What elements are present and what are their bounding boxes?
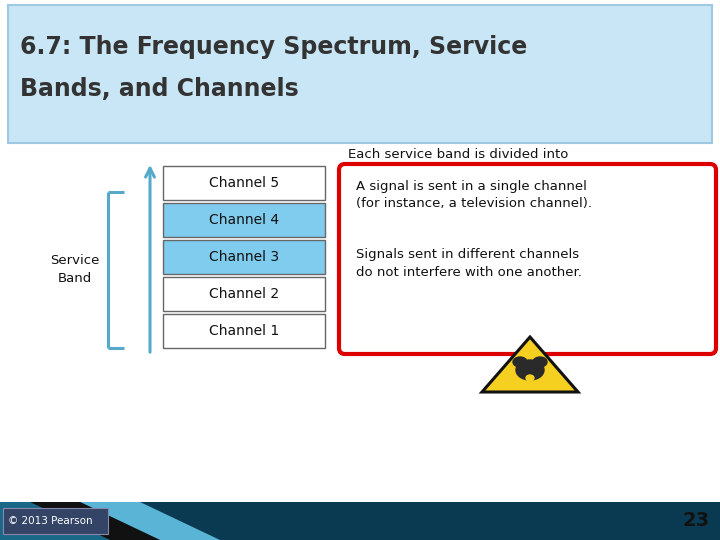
Ellipse shape	[526, 375, 534, 381]
Text: Channel 3: Channel 3	[209, 250, 279, 264]
FancyBboxPatch shape	[163, 166, 325, 200]
Text: Each service band is divided into
channels.: Each service band is divided into channe…	[348, 148, 568, 179]
FancyBboxPatch shape	[163, 277, 325, 311]
Polygon shape	[0, 502, 220, 540]
FancyBboxPatch shape	[163, 240, 325, 274]
Text: Channel 2: Channel 2	[209, 287, 279, 301]
FancyBboxPatch shape	[0, 502, 720, 540]
Text: Channel 1: Channel 1	[209, 324, 279, 338]
Text: 6.7: The Frequency Spectrum, Service: 6.7: The Frequency Spectrum, Service	[20, 35, 527, 59]
Text: Channel 5: Channel 5	[209, 176, 279, 190]
FancyBboxPatch shape	[339, 164, 716, 354]
FancyBboxPatch shape	[163, 314, 325, 348]
Text: Channel 4: Channel 4	[209, 213, 279, 227]
Text: © 2013 Pearson: © 2013 Pearson	[8, 516, 93, 526]
Text: 23: 23	[683, 511, 710, 530]
Polygon shape	[0, 502, 160, 540]
Polygon shape	[30, 502, 160, 540]
Text: Bands, and Channels: Bands, and Channels	[20, 77, 299, 101]
Text: A signal is sent in a single channel
(for instance, a television channel).: A signal is sent in a single channel (fo…	[356, 180, 592, 211]
Text: Signals sent in different channels
do not interfere with one another.: Signals sent in different channels do no…	[356, 248, 582, 279]
FancyBboxPatch shape	[8, 5, 712, 143]
Text: Service
Band: Service Band	[50, 254, 99, 286]
FancyBboxPatch shape	[3, 508, 108, 534]
Polygon shape	[482, 337, 578, 392]
Ellipse shape	[533, 357, 547, 367]
Ellipse shape	[513, 357, 527, 367]
FancyBboxPatch shape	[163, 203, 325, 237]
Ellipse shape	[516, 360, 544, 380]
